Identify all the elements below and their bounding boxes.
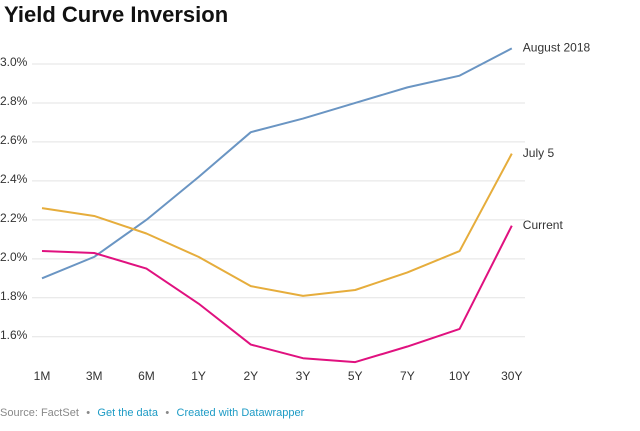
footer: Source: FactSet • Get the data • Created… [0, 405, 305, 419]
x-tick-label: 3Y [296, 369, 311, 383]
separator: • [165, 407, 169, 419]
y-tick-label: 1.6% [0, 328, 28, 342]
y-tick-label: 2.4% [0, 172, 28, 186]
series-line [41, 47, 513, 280]
y-tick-label: 2.2% [0, 211, 28, 225]
y-tick-label: 3.0% [0, 55, 28, 69]
series-label: Current [523, 218, 564, 232]
y-tick-label: 2.0% [0, 250, 28, 264]
series-line [41, 225, 513, 364]
series-line [41, 153, 513, 297]
x-tick-label: 1Y [191, 369, 206, 383]
y-tick-label: 1.8% [0, 289, 28, 303]
x-tick-label: 3M [86, 369, 103, 383]
x-tick-label: 30Y [501, 369, 522, 383]
series-label: July 5 [523, 146, 555, 160]
y-tick-label: 2.6% [0, 133, 28, 147]
x-tick-label: 5Y [348, 369, 363, 383]
x-tick-label: 6M [138, 369, 155, 383]
credit-link[interactable]: Created with Datawrapper [177, 407, 305, 419]
x-tick-label: 10Y [449, 369, 470, 383]
data-link[interactable]: Get the data [97, 407, 158, 419]
x-tick-label: 7Y [400, 369, 415, 383]
x-tick-label: 2Y [243, 369, 258, 383]
x-tick-label: 1M [34, 369, 51, 383]
chart-title: Yield Curve Inversion [4, 2, 228, 27]
separator: • [86, 407, 90, 419]
y-tick-label: 2.8% [0, 94, 28, 108]
source: Source: FactSet [0, 407, 79, 419]
series-label: August 2018 [523, 41, 591, 55]
